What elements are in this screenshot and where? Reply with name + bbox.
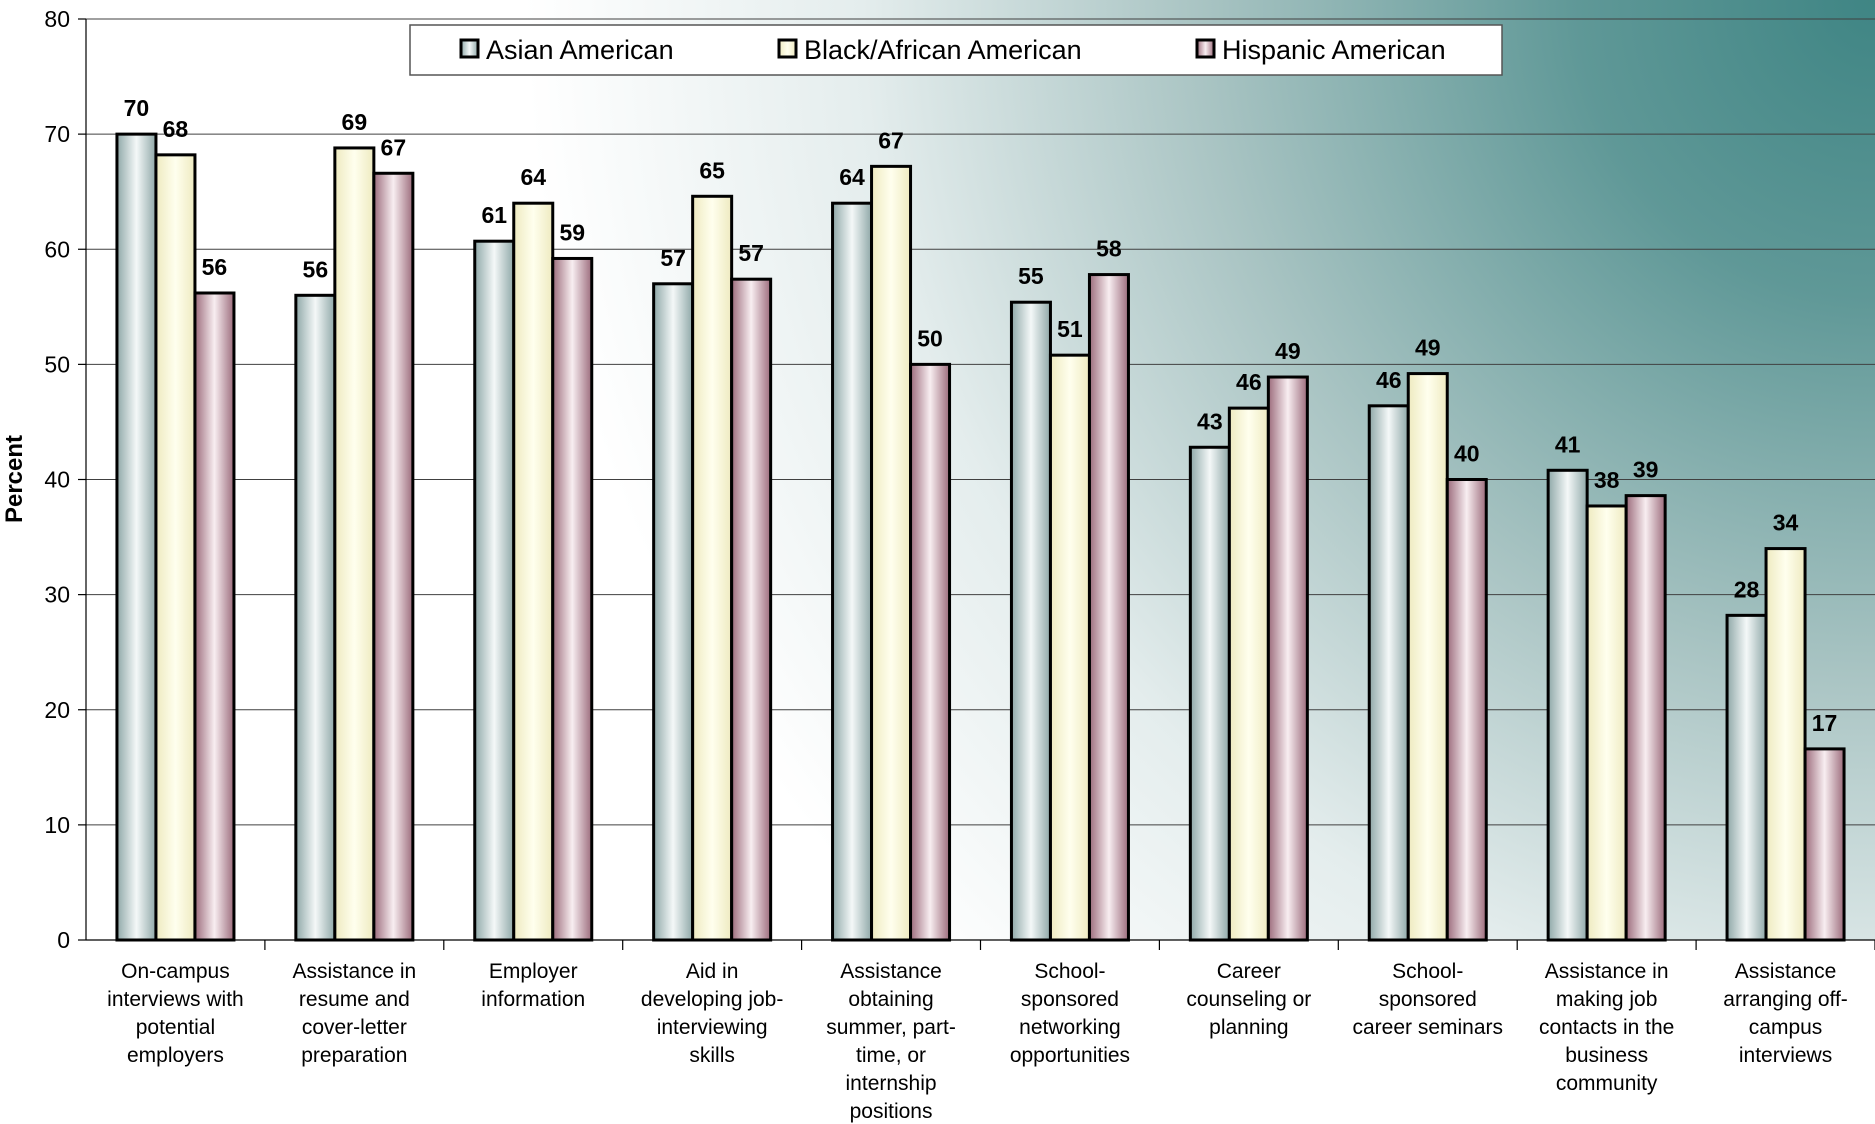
category-label: Aid in developing job-interviewing skills bbox=[641, 960, 783, 1067]
bar-hispanic bbox=[1266, 375, 1309, 942]
category-label: Assistance in resume and cover-letter prepa… bbox=[292, 960, 416, 1067]
bar-hispanic bbox=[193, 291, 236, 942]
data-label-asian: 70 bbox=[124, 95, 150, 121]
data-label-hispanic: 58 bbox=[1096, 236, 1122, 262]
category-labels: On-campus interviews with potential employe… bbox=[107, 960, 1848, 1123]
legend-label-asian: Asian American bbox=[486, 35, 674, 65]
bar-asian bbox=[1188, 445, 1231, 942]
data-label-black: 38 bbox=[1594, 467, 1620, 493]
bar-asian bbox=[115, 132, 158, 942]
legend-swatch-black bbox=[777, 38, 798, 59]
legend-box bbox=[409, 24, 1503, 76]
data-label-black: 65 bbox=[699, 157, 725, 183]
y-tick-label: 80 bbox=[44, 6, 70, 32]
y-tick-label: 10 bbox=[44, 812, 70, 838]
y-tick-label: 0 bbox=[57, 927, 70, 953]
data-labels: 70 68 56 56 69 67 61 64 59 57 65 57 64 67 50 55 51 58 43 46… bbox=[124, 95, 1838, 736]
data-label-black: 64 bbox=[520, 164, 546, 190]
data-label-hispanic: 57 bbox=[738, 240, 764, 266]
category-label: School-sponsored career seminars bbox=[1352, 960, 1503, 1039]
category-label: Assistance arranging off-campus interviews bbox=[1723, 960, 1848, 1067]
legend-label-black: Black/African American bbox=[804, 35, 1082, 65]
bar-black bbox=[1585, 504, 1628, 942]
data-label-black: 34 bbox=[1773, 510, 1799, 536]
bar-black bbox=[1048, 353, 1091, 942]
data-label-asian: 64 bbox=[839, 164, 865, 190]
y-tick-label: 30 bbox=[44, 582, 70, 608]
data-label-black: 46 bbox=[1236, 369, 1262, 395]
y-tick-label: 50 bbox=[44, 351, 70, 377]
data-label-asian: 46 bbox=[1376, 367, 1402, 393]
bar-black bbox=[870, 164, 913, 942]
bar-hispanic bbox=[551, 256, 594, 942]
category-label: Assistance in making job contacts in the bu… bbox=[1539, 960, 1674, 1095]
bar-black bbox=[1406, 372, 1449, 942]
bar-hispanic bbox=[1624, 494, 1667, 942]
bar-asian bbox=[652, 282, 695, 942]
legend-swatch-asian bbox=[459, 38, 480, 59]
bar-black bbox=[154, 153, 197, 942]
y-tick-label: 20 bbox=[44, 697, 70, 723]
category-label: Career counseling or planning bbox=[1186, 960, 1311, 1039]
bar-asian bbox=[831, 201, 874, 942]
bar-hispanic bbox=[1803, 747, 1846, 942]
data-label-asian: 28 bbox=[1734, 576, 1760, 602]
legend-swatch-hispanic bbox=[1195, 38, 1216, 59]
y-axis-title: Percent bbox=[1, 435, 28, 523]
bar-asian bbox=[1725, 613, 1768, 942]
bar-asian bbox=[294, 293, 337, 942]
data-label-asian: 41 bbox=[1555, 431, 1581, 457]
category-label: On-campus interviews with potential employe… bbox=[107, 960, 244, 1067]
bars bbox=[115, 132, 1846, 942]
category-label: School-sponsored networking opportunities bbox=[1010, 960, 1130, 1067]
data-label-black: 67 bbox=[878, 127, 904, 153]
data-label-black: 68 bbox=[163, 116, 189, 142]
bar-hispanic bbox=[1087, 273, 1130, 942]
data-label-hispanic: 49 bbox=[1275, 338, 1301, 364]
bar-hispanic bbox=[730, 277, 773, 942]
data-label-hispanic: 17 bbox=[1812, 710, 1838, 736]
data-label-asian: 56 bbox=[303, 256, 329, 282]
category-label: Assistance obtaining summer, part-time, or… bbox=[826, 960, 956, 1123]
legend-label-hispanic: Hispanic American bbox=[1222, 35, 1446, 65]
data-label-asian: 43 bbox=[1197, 408, 1223, 434]
data-label-asian: 55 bbox=[1018, 263, 1044, 289]
y-tick-label: 70 bbox=[44, 121, 70, 147]
data-label-hispanic: 67 bbox=[381, 134, 407, 160]
bar-black bbox=[512, 201, 555, 942]
category-label: Employer information bbox=[481, 960, 585, 1011]
bar-asian bbox=[1367, 404, 1410, 942]
bar-black bbox=[333, 146, 376, 942]
y-tick-label: 60 bbox=[44, 236, 70, 262]
bar-black bbox=[1764, 547, 1807, 942]
bar-asian bbox=[1009, 300, 1052, 942]
bar-hispanic bbox=[909, 362, 952, 942]
data-label-asian: 57 bbox=[660, 245, 686, 271]
bar-asian bbox=[1546, 468, 1589, 942]
data-label-hispanic: 56 bbox=[202, 254, 228, 280]
data-label-black: 51 bbox=[1057, 316, 1083, 342]
data-label-hispanic: 59 bbox=[559, 219, 585, 245]
category-label-band bbox=[0, 940, 1875, 1124]
bar-hispanic bbox=[1445, 478, 1488, 942]
data-label-hispanic: 39 bbox=[1633, 457, 1659, 483]
data-label-black: 69 bbox=[342, 109, 368, 135]
bar-black bbox=[1227, 406, 1270, 942]
bar-hispanic bbox=[372, 171, 415, 942]
bar-black bbox=[691, 194, 734, 942]
legend: Asian American Black/African American Hisp… bbox=[409, 24, 1503, 76]
data-label-hispanic: 40 bbox=[1454, 441, 1480, 467]
bar-asian bbox=[473, 239, 516, 942]
y-tick-label: 40 bbox=[44, 467, 70, 493]
data-label-black: 49 bbox=[1415, 335, 1441, 361]
data-label-hispanic: 50 bbox=[917, 325, 943, 351]
data-label-asian: 61 bbox=[481, 202, 507, 228]
axes: 0 10 20 30 40 50 60 70 80 bbox=[44, 6, 1875, 953]
